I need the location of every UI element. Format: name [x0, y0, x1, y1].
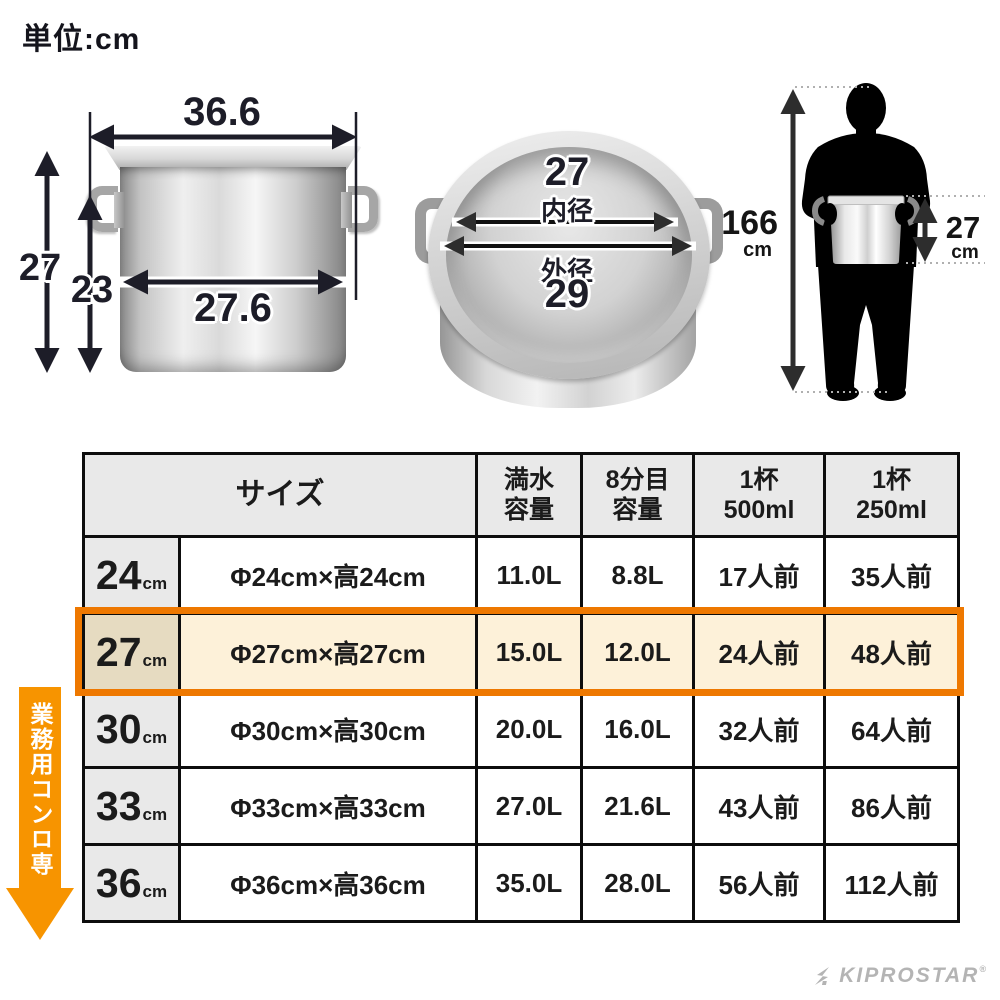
eighty-capacity-cell: 21.6L: [580, 766, 696, 846]
cup250-cell: 64人前: [823, 689, 961, 769]
pot-side-right-handle-plate: [341, 192, 352, 228]
header-cup-500: 1杯 500ml: [692, 452, 827, 538]
diameter-label: 27.6: [194, 286, 272, 330]
dimension-diagram: 36.6 27 23 27.6 27 内径 外径 29 166 cm 27 cm: [0, 0, 1000, 445]
dimension-arrows-overlay: [34, 83, 985, 401]
table-row-30cm: 30cm Φ30cm×高30cm 20.0L 16.0L 32人前 64人前: [82, 689, 961, 769]
table-row-24cm: 24cm Φ24cm×高24cm 11.0L 8.8L 17人前 35人前: [82, 535, 961, 615]
size-cell: 30cm: [82, 689, 181, 769]
body-height-label: 23: [70, 269, 114, 311]
width-label: 36.6: [183, 90, 261, 134]
held-pot-height-value: 27: [945, 210, 981, 245]
cup250-cell: 86人前: [823, 766, 961, 846]
eighty-capacity-cell: 16.0L: [580, 689, 696, 769]
cup500-cell: 56人前: [692, 843, 827, 923]
size-cell: 33cm: [82, 766, 181, 846]
cup500-cell: 43人前: [692, 766, 827, 846]
pot-side-rim: [104, 146, 362, 170]
width-extension-lines: [88, 112, 358, 305]
spec-cell: Φ33cm×高33cm: [177, 766, 479, 846]
commercial-stove-banner-text: 業務用コンロ専用: [0, 701, 53, 877]
person-dotted-lines: [795, 86, 985, 393]
person-height-unit: cm: [743, 239, 772, 261]
inner-diameter-label: 内径: [540, 196, 594, 226]
commercial-stove-banner-body: [19, 687, 61, 888]
full-capacity-cell: 27.0L: [475, 766, 584, 846]
table-row-33cm: 33cm Φ33cm×高33cm 27.0L 21.6L 43人前 86人前: [82, 766, 961, 846]
spec-cell: Φ24cm×高24cm: [177, 535, 479, 615]
person-height-value: 166: [721, 204, 778, 242]
full-capacity-cell: 15.0L: [475, 612, 584, 692]
commercial-stove-banner-arrowhead: [6, 888, 74, 940]
person-held-pot: [811, 195, 921, 264]
inner-diameter-value: 27: [544, 150, 590, 194]
cup500-cell: 32人前: [692, 689, 827, 769]
table-row-27cm-highlighted: 27cm Φ27cm×高27cm 15.0L 12.0L 24人前 48人前: [82, 612, 961, 692]
outer-diameter-value: 29: [544, 272, 590, 316]
cup250-cell: 112人前: [823, 843, 961, 923]
table-row-36cm: 36cm Φ36cm×高36cm 35.0L 28.0L 56人前 112人前: [82, 843, 961, 923]
table-header-row: サイズ 満水 容量 8分目 容量 1杯 500ml 1杯 250ml: [81, 452, 961, 538]
unit-label: 単位:cm: [22, 23, 141, 56]
kiprostar-logo-icon: [815, 967, 830, 985]
eighty-capacity-cell: 28.0L: [580, 843, 696, 923]
kiprostar-logo: KIPROSTAR®: [813, 964, 988, 988]
full-capacity-cell: 20.0L: [475, 689, 584, 769]
pot-side-left-handle-plate: [114, 192, 125, 228]
size-cell: 27cm: [82, 612, 181, 692]
full-capacity-cell: 11.0L: [475, 535, 584, 615]
size-cell: 36cm: [82, 843, 181, 923]
cup500-cell: 24人前: [692, 612, 827, 692]
size-spec-table: サイズ 満水 容量 8分目 容量 1杯 500ml 1杯 250ml 24cm Φ24c…: [81, 452, 961, 923]
header-size: サイズ: [81, 452, 479, 538]
header-eighty-capacity: 8分目 容量: [580, 452, 696, 538]
eighty-capacity-cell: 8.8L: [580, 535, 696, 615]
pot-side-right-handle: [348, 186, 378, 232]
outer-diameter-label: 外径: [540, 256, 594, 286]
spec-cell: Φ36cm×高36cm: [177, 843, 479, 923]
header-cup-250: 1杯 250ml: [823, 452, 961, 538]
spec-cell: Φ30cm×高30cm: [177, 689, 479, 769]
header-full-capacity: 満水 容量: [475, 452, 584, 538]
cup250-cell: 35人前: [823, 535, 961, 615]
cup250-cell: 48人前: [823, 612, 961, 692]
full-capacity-cell: 35.0L: [475, 843, 584, 923]
cup500-cell: 17人前: [692, 535, 827, 615]
spec-cell: Φ27cm×高27cm: [177, 612, 479, 692]
held-pot-height-unit: cm: [951, 242, 979, 263]
total-height-label: 27: [18, 247, 62, 289]
kiprostar-logo-text: KIPROSTAR®: [839, 964, 988, 987]
eighty-capacity-cell: 12.0L: [580, 612, 696, 692]
size-cell: 24cm: [82, 535, 181, 615]
